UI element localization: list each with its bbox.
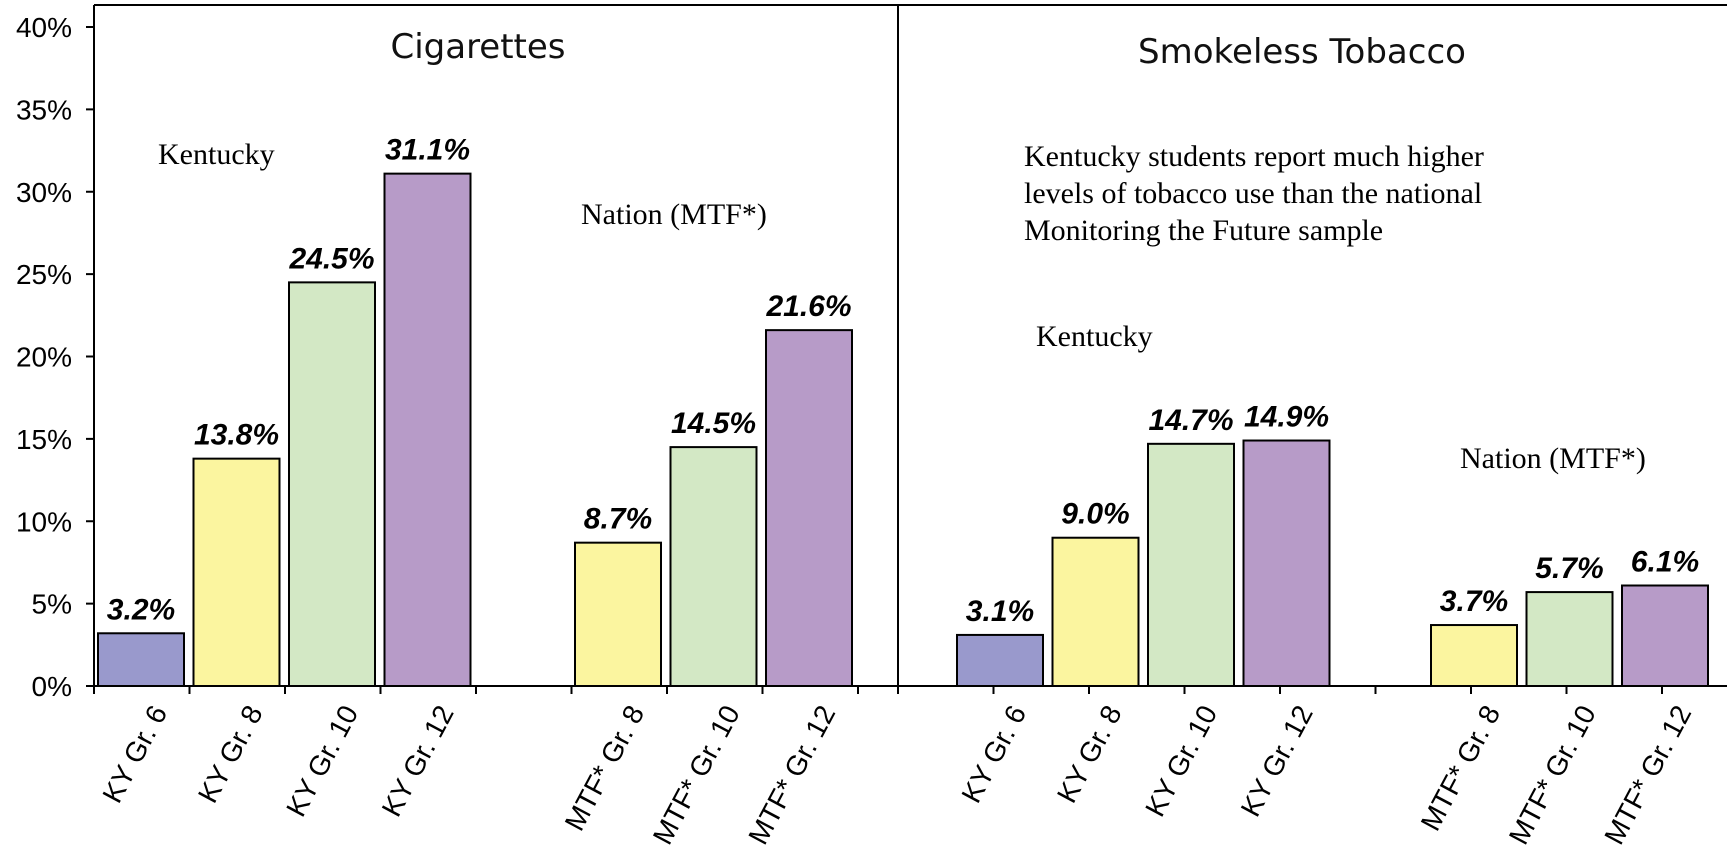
y-tick-label: 30% — [16, 177, 72, 208]
bar — [1430, 624, 1518, 687]
data-label: 31.1% — [385, 134, 470, 167]
x-tick-label: KY Gr. 12 — [1235, 700, 1319, 821]
bar — [383, 172, 472, 687]
bar — [1147, 442, 1235, 687]
bar — [1051, 536, 1140, 687]
data-label: 14.7% — [1148, 404, 1233, 437]
data-label: 5.7% — [1535, 552, 1603, 585]
bars — [97, 172, 1709, 688]
x-tick-label: MTF* Gr. 8 — [1415, 700, 1507, 835]
panel-title-cigarettes: Cigarettes — [390, 27, 565, 67]
y-tick-label: 25% — [16, 259, 72, 290]
bar — [669, 446, 758, 687]
x-tick-label: MTF* Gr. 10 — [647, 700, 746, 849]
data-label: 3.1% — [966, 595, 1034, 628]
y-tick-label: 40% — [16, 12, 72, 43]
y-tick-label: 5% — [32, 589, 72, 620]
data-label: 9.0% — [1061, 498, 1129, 531]
x-tick-label: KY Gr. 6 — [955, 700, 1032, 808]
y-tick-label: 0% — [32, 671, 72, 702]
annotation-kentucky-cigarettes: Kentucky — [158, 138, 275, 171]
bar — [765, 329, 853, 687]
x-tick-label: KY Gr. 10 — [280, 700, 364, 821]
bar — [956, 633, 1044, 687]
y-tick-label: 35% — [16, 94, 72, 125]
y-tick-label: 20% — [16, 342, 72, 373]
data-label: 14.5% — [671, 407, 756, 440]
data-label: 6.1% — [1631, 546, 1699, 579]
x-tick-label: MTF* Gr. 8 — [559, 700, 651, 835]
x-tick-label: KY Gr. 6 — [96, 700, 173, 808]
bar — [1525, 591, 1614, 688]
y-tick-label: 10% — [16, 506, 72, 537]
bar — [574, 541, 662, 687]
x-tick-label: KY Gr. 8 — [1051, 700, 1128, 808]
data-label: 3.2% — [107, 593, 175, 626]
annotation-nation-cigarettes: Nation (MTF*) — [581, 198, 767, 231]
x-tick-labels: KY Gr. 6 KY Gr. 8 KY Gr. 10 KY Gr. 12 MTF* G… — [93, 686, 1697, 849]
note-line-2: levels of tobacco use than the national — [1024, 177, 1482, 210]
x-tick-label: KY Gr. 12 — [376, 700, 460, 821]
data-labels: 3.2% 13.8% 24.5% 31.1% 8.7% 14.5% 21.6% 3.1% 9.0… — [107, 134, 1699, 628]
x-tick-label: KY Gr. 10 — [1139, 700, 1223, 821]
y-tick-label: 15% — [16, 424, 72, 455]
data-label: 13.8% — [194, 419, 279, 452]
x-tick-label: MTF* Gr. 12 — [1598, 700, 1697, 849]
note-line-1: Kentucky students report much higher — [1024, 140, 1484, 173]
x-tick-label: MTF* Gr. 12 — [742, 700, 841, 849]
data-label: 14.9% — [1244, 401, 1329, 434]
annotation-kentucky-smokeless: Kentucky — [1036, 320, 1153, 353]
x-tick-label: KY Gr. 8 — [192, 700, 269, 808]
bar — [97, 632, 185, 688]
data-label: 24.5% — [288, 242, 374, 275]
data-label: 8.7% — [584, 503, 652, 536]
bar — [1621, 584, 1709, 687]
data-label: 21.6% — [765, 290, 851, 323]
note-line-3: Monitoring the Future sample — [1024, 214, 1383, 247]
y-axis: 0% 5% 10% 15% 20% 25% 30% 35% 40% — [16, 5, 95, 702]
panel-title-smokeless: Smokeless Tobacco — [1138, 32, 1466, 72]
bar — [288, 281, 376, 687]
bar — [192, 457, 281, 687]
data-label: 3.7% — [1440, 585, 1508, 618]
bar — [1242, 439, 1331, 687]
x-tick-label: MTF* Gr. 10 — [1503, 700, 1602, 849]
annotation-nation-smokeless: Nation (MTF*) — [1460, 442, 1646, 475]
